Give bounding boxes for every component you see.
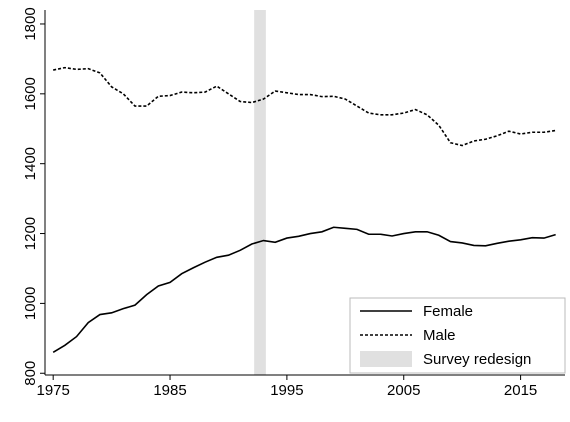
legend-label: Survey redesign <box>423 351 531 368</box>
y-tick-label: 1600 <box>22 77 39 110</box>
x-tick-label: 1985 <box>153 382 186 399</box>
x-tick-label: 2015 <box>504 382 537 399</box>
legend-swatch <box>360 351 412 367</box>
y-tick-label: 800 <box>22 361 39 386</box>
x-tick-label: 1975 <box>36 382 69 399</box>
series-line <box>52 226 556 353</box>
y-tick-label: 1000 <box>22 287 39 320</box>
legend-label: Female <box>423 303 473 320</box>
series-line <box>53 66 556 147</box>
y-tick-label: 1200 <box>22 217 39 250</box>
legend-label: Male <box>423 327 456 344</box>
x-tick-label: 2005 <box>387 382 420 399</box>
y-tick-label: 1800 <box>22 7 39 40</box>
y-tick-label: 1400 <box>22 147 39 180</box>
shade-band <box>254 10 266 375</box>
x-tick-label: 1995 <box>270 382 303 399</box>
